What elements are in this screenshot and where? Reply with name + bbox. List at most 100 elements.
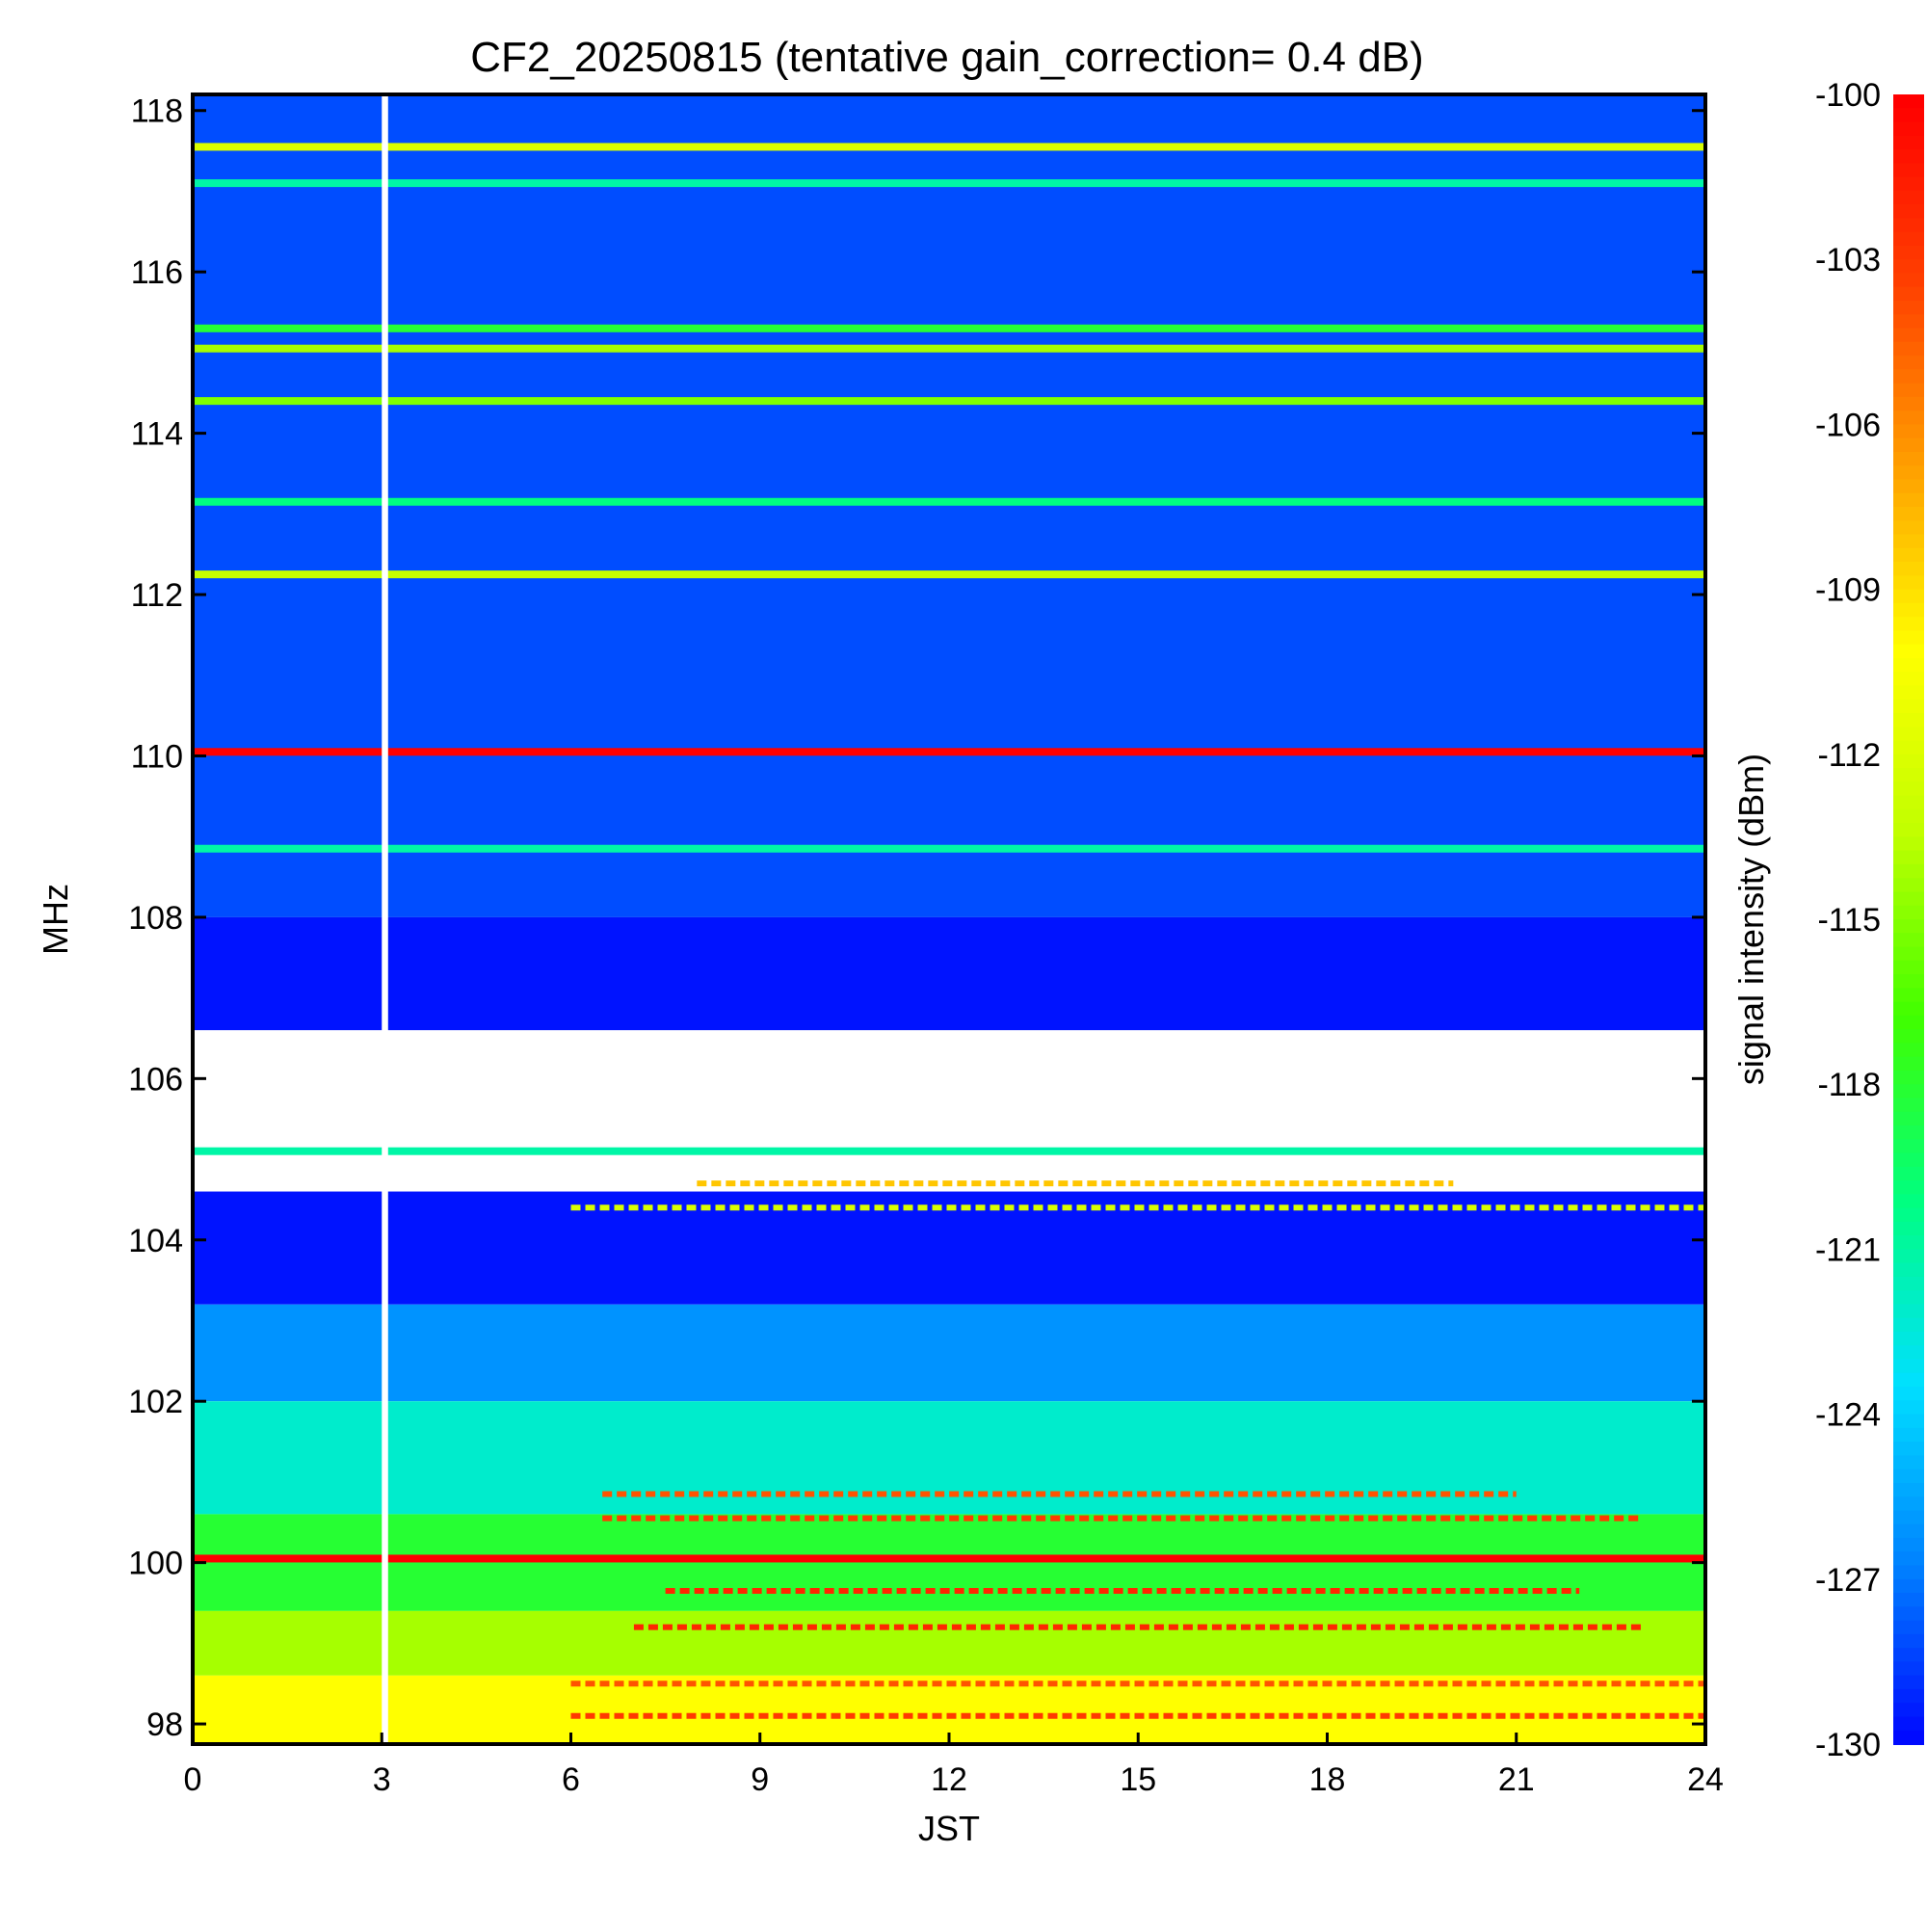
colorbar-segment bbox=[1893, 465, 1924, 481]
colorbar-segment bbox=[1893, 1290, 1924, 1306]
colorbar-segment bbox=[1893, 149, 1924, 165]
colorbar-segment bbox=[1893, 1098, 1924, 1113]
signal-line-6 bbox=[193, 570, 1705, 579]
colorbar-segment bbox=[1893, 727, 1924, 742]
colorbar-segment bbox=[1893, 1455, 1924, 1470]
colorbar-tick-label: -118 bbox=[1817, 1067, 1881, 1103]
colorbar-segment bbox=[1893, 602, 1924, 619]
colorbar-segment bbox=[1893, 685, 1924, 701]
colorbar-segment bbox=[1893, 672, 1924, 687]
colorbar-segment bbox=[1893, 1538, 1924, 1553]
x-tick-label: 21 bbox=[1498, 1761, 1535, 1798]
colorbar-segment bbox=[1893, 273, 1924, 288]
colorbar-segment bbox=[1893, 1249, 1924, 1264]
colorbar-segment bbox=[1893, 863, 1924, 880]
colorbar-segment bbox=[1893, 190, 1924, 206]
colorbar-segment bbox=[1893, 1606, 1924, 1622]
colorbar-segment bbox=[1893, 1029, 1924, 1045]
colorbar-segment bbox=[1893, 836, 1924, 852]
colorbar-segment bbox=[1893, 1317, 1924, 1333]
colorbar-segment bbox=[1893, 286, 1924, 302]
colorbar-segment bbox=[1893, 314, 1924, 330]
colorbar-segment bbox=[1893, 1675, 1924, 1690]
colorbar-tick-label: -103 bbox=[1815, 242, 1881, 278]
y-tick-label: 110 bbox=[131, 738, 183, 775]
colorbar-segment bbox=[1893, 699, 1924, 714]
colorbar-segment bbox=[1893, 1139, 1924, 1154]
colorbar-segment bbox=[1893, 410, 1924, 426]
colorbar-tick-label: -115 bbox=[1817, 902, 1881, 939]
colorbar-segment bbox=[1893, 1056, 1924, 1072]
colorbar-segment bbox=[1893, 589, 1924, 604]
colorbar-segment bbox=[1893, 1551, 1924, 1567]
heatmap-area bbox=[193, 94, 1705, 1744]
colorbar-segment bbox=[1893, 1427, 1924, 1443]
colorbar-segment bbox=[1893, 534, 1924, 549]
colorbar-tick-label: -109 bbox=[1815, 572, 1881, 609]
colorbar-segment bbox=[1893, 176, 1924, 192]
colorbar-segment bbox=[1893, 520, 1924, 536]
colorbar-label: signal intensity (dBm) bbox=[1731, 754, 1771, 1085]
x-tick-label: 18 bbox=[1309, 1761, 1346, 1798]
colorbar-segment bbox=[1893, 919, 1924, 935]
colorbar-tick-label: -130 bbox=[1815, 1727, 1881, 1763]
colorbar-segment bbox=[1893, 547, 1924, 564]
colorbar-segment bbox=[1893, 1400, 1924, 1416]
colorbar-segment bbox=[1893, 1510, 1924, 1525]
signal-line-7 bbox=[193, 748, 1705, 756]
x-axis: 0 3 6 9 12 15 18 21 24 bbox=[184, 1733, 1724, 1798]
colorbar-segment bbox=[1893, 1633, 1924, 1650]
signal-line-2 bbox=[193, 324, 1705, 332]
colorbar-segment bbox=[1893, 768, 1924, 783]
y-axis-label: MHz bbox=[36, 884, 75, 955]
colorbar-segment bbox=[1893, 135, 1924, 151]
colorbar-segment bbox=[1893, 1442, 1924, 1457]
gap-column bbox=[382, 94, 388, 1744]
noise-band-3 bbox=[193, 1401, 1705, 1515]
x-tick-label: 3 bbox=[373, 1761, 391, 1798]
colorbar-segment bbox=[1893, 1043, 1924, 1058]
colorbar-segment bbox=[1893, 424, 1924, 439]
signal-lines bbox=[193, 143, 1705, 1719]
colorbar-segment bbox=[1893, 795, 1924, 810]
colorbar-segment bbox=[1893, 1207, 1924, 1223]
x-tick-label: 0 bbox=[184, 1761, 202, 1798]
colorbar-segment bbox=[1893, 960, 1924, 976]
y-axis: 98 100 102 104 106 108 110 112 114 116 118 bbox=[128, 93, 1705, 1743]
colorbar-segment bbox=[1893, 492, 1924, 508]
colorbar-segment bbox=[1893, 562, 1924, 577]
colorbar bbox=[1893, 94, 1924, 1745]
colorbar-segment bbox=[1893, 163, 1924, 178]
colorbar-segment bbox=[1893, 1070, 1924, 1086]
signal-line-8 bbox=[193, 844, 1705, 853]
colorbar-segment bbox=[1893, 754, 1924, 770]
noise-band-0 bbox=[193, 94, 1705, 917]
signal-line-10 bbox=[193, 1554, 1705, 1563]
colorbar-segment bbox=[1893, 231, 1924, 247]
colorbar-segment bbox=[1893, 1578, 1924, 1595]
signal-line-5 bbox=[193, 497, 1705, 506]
colorbar-segment bbox=[1893, 218, 1924, 233]
colorbar-segment bbox=[1893, 451, 1924, 467]
colorbar-segment bbox=[1893, 1387, 1924, 1402]
y-tick-label: 104 bbox=[128, 1223, 183, 1259]
noise-band-4 bbox=[193, 1514, 1705, 1611]
colorbar-segment bbox=[1893, 259, 1924, 275]
colorbar-segment bbox=[1893, 1730, 1924, 1745]
colorbar-segment bbox=[1893, 204, 1924, 220]
colorbar-tick-label: -100 bbox=[1815, 77, 1881, 114]
colorbar-segment bbox=[1893, 245, 1924, 261]
colorbar-segment bbox=[1893, 356, 1924, 371]
colorbar-segment bbox=[1893, 988, 1924, 1003]
signal-line-4 bbox=[193, 397, 1705, 406]
colorbar-tick-label: -124 bbox=[1815, 1397, 1881, 1434]
x-tick-label: 12 bbox=[931, 1761, 967, 1798]
colorbar-segment bbox=[1893, 369, 1924, 384]
colorbar-segment bbox=[1893, 808, 1924, 825]
x-tick-label: 9 bbox=[751, 1761, 769, 1798]
colorbar-segment bbox=[1893, 1648, 1924, 1663]
y-tick-label: 106 bbox=[128, 1061, 183, 1098]
y-tick-label: 116 bbox=[131, 254, 183, 291]
